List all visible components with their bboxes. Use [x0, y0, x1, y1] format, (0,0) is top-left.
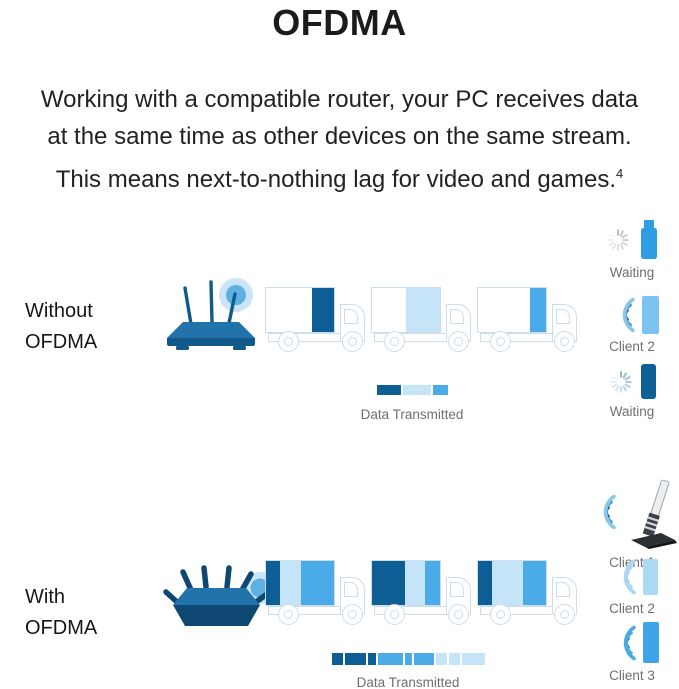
segment-medium: [529, 288, 546, 332]
router-antennas: [183, 280, 237, 326]
segment-dark: [266, 561, 280, 605]
description: Working with a compatible router, your P…: [0, 81, 679, 198]
segment-dark: [376, 385, 401, 395]
client-device-icon: [643, 559, 658, 595]
truck-icon: [265, 285, 365, 353]
truck-cargo: [265, 560, 335, 606]
usb-antenna-adapter-icon: [630, 479, 677, 549]
truck-cargo: [477, 560, 547, 606]
wifi-signal-icon: [603, 494, 616, 530]
section-without-ofdma: Without OFDMA: [0, 220, 679, 435]
segment-medium: [522, 561, 546, 605]
truck-wheel: [342, 604, 363, 625]
segment-pale: [448, 653, 460, 665]
client-label: Client 2: [609, 339, 655, 354]
data-bar: [376, 385, 448, 395]
client-waiting-bottom: Waiting: [585, 364, 679, 419]
segment-white: [372, 288, 406, 332]
segment-medium: [425, 561, 440, 605]
truck-icon: [371, 558, 471, 626]
segment-white: [478, 288, 530, 332]
gaming-router-icon: [163, 565, 271, 626]
loading-spinner-icon: [606, 229, 629, 251]
client-1-with: Client 1: [585, 474, 679, 570]
truck-icon: [477, 285, 577, 353]
data-bar-label: Data Transmitted: [356, 675, 460, 689]
segment-medium: [377, 653, 403, 665]
section-label-without: Without OFDMA: [25, 300, 98, 353]
segment-dark: [311, 288, 334, 332]
truck-wheel: [448, 331, 469, 352]
truck-wheel: [490, 604, 511, 625]
description-line-2: at the same time as other devices on the…: [47, 123, 632, 150]
truck-icon: [477, 558, 577, 626]
segment-dark: [478, 561, 492, 605]
client-device-icon: [642, 622, 659, 663]
client-waiting-top: Waiting: [585, 220, 679, 280]
segment-dark: [367, 653, 376, 665]
wifi-signal-icon: [623, 559, 636, 595]
segment-dark: [331, 653, 343, 665]
segment-medium: [413, 653, 434, 665]
segment-medium: [404, 653, 412, 665]
truck-row-without: [265, 285, 577, 353]
wifi-signal-icon: [623, 625, 636, 660]
truck-wheel: [490, 331, 511, 352]
truck-wheel: [554, 331, 575, 352]
truck-icon: [371, 285, 471, 353]
truck-wheel: [278, 331, 299, 352]
data-transmitted-legend-with: Data Transmitted: [328, 653, 488, 689]
truck-cargo: [265, 287, 335, 333]
truck-cargo: [477, 287, 547, 333]
page-title: OFDMA: [272, 2, 407, 43]
segment-dark: [372, 561, 405, 605]
segment-medium: [301, 561, 334, 605]
truck-wheel: [342, 331, 363, 352]
client-device-icon: [642, 296, 659, 334]
truck-wheel: [448, 604, 469, 625]
truck-wheel: [384, 331, 405, 352]
loading-spinner-icon: [610, 370, 632, 393]
client-label: Client 3: [609, 668, 655, 683]
data-transmitted-legend-without: Data Transmitted: [337, 385, 487, 422]
segment-white: [266, 288, 312, 332]
segment-pale: [279, 561, 302, 605]
segment-pale: [435, 653, 447, 665]
client-3-with: Client 3: [585, 622, 679, 683]
segment-pale: [404, 561, 426, 605]
segment-medium: [432, 385, 448, 395]
segment-pale: [406, 288, 440, 332]
truck-wheel: [278, 604, 299, 625]
truck-cargo: [371, 560, 441, 606]
client-label: Client 2: [609, 601, 655, 616]
footnote-marker: 4: [616, 166, 624, 181]
client-label: Waiting: [609, 265, 655, 280]
truck-cargo: [371, 287, 441, 333]
truck-wheel: [554, 604, 575, 625]
description-line-3: This means next-to-nothing lag for video…: [55, 166, 624, 193]
segment-pale: [491, 561, 523, 605]
data-bar-label: Data Transmitted: [360, 407, 464, 422]
data-bar: [331, 653, 485, 665]
client-label: Waiting: [609, 404, 655, 419]
client-2-with: Client 2: [585, 558, 679, 616]
section-label-with: With OFDMA: [25, 586, 98, 639]
segment-pale: [461, 653, 485, 665]
truck-wheel: [384, 604, 405, 625]
truck-row-with: [265, 558, 577, 626]
classic-router-icon: [167, 278, 255, 350]
section-with-ofdma: With OFDMA: [0, 470, 679, 689]
phone-device-icon: [641, 364, 656, 399]
truck-icon: [265, 558, 365, 626]
description-line-1: Working with a compatible router, your P…: [40, 86, 639, 113]
client-2-without: Client 2: [585, 296, 679, 354]
segment-pale: [402, 385, 431, 395]
segment-dark: [344, 653, 366, 665]
wifi-signal-icon: [622, 297, 635, 333]
usb-adapter-icon: [640, 220, 657, 259]
